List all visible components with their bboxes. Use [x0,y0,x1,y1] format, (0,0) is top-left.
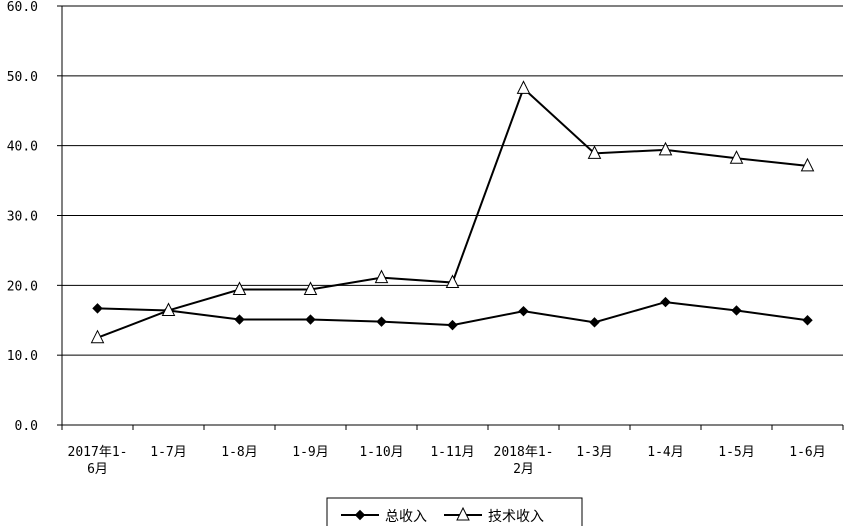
diamond-marker [589,317,600,328]
y-tick-label: 50.0 [7,70,38,85]
y-tick-label: 0.0 [15,419,38,434]
triangle-marker [658,141,673,156]
legend-label: 总收入 [385,509,427,525]
series-line [97,86,808,339]
x-tick-label: 1-5月 [718,445,754,460]
diamond-marker [376,316,387,327]
x-tick-label: 2018年1-2月 [494,445,554,477]
x-tick-label: 1-8月 [221,445,257,460]
diamond-marker [518,305,529,317]
x-tick-label: 1-9月 [292,445,328,460]
legend: 总收入 技术收入 [326,497,583,526]
triangle-marker [374,269,389,284]
triangle-marker [161,302,176,316]
triangle-marker [303,281,318,296]
x-tick-label: 1-6月 [789,445,825,460]
x-tick-label: 1-4月 [647,445,683,460]
y-tick-label: 60.0 [7,0,38,15]
triangle-marker [729,150,744,164]
gridlines [62,5,843,356]
y-tick-label: 20.0 [7,279,38,294]
y-axis-tick-labels: 0.0 10.0 20.0 30.0 40.0 50.0 60.0 [7,0,38,434]
series-1 [92,296,813,331]
x-axis-tick-labels: 2017年1-6月 1-7月 1-8月 1-9月 1-10月 1-11月 2018年1-2月… [68,445,826,477]
y-tick-label: 30.0 [7,210,38,225]
x-tick-label: 1-3月 [576,445,612,460]
series-layer [90,80,815,344]
triangle-marker [232,281,247,296]
x-tick-label: 1-11月 [430,445,474,460]
y-tick-label: 10.0 [7,349,38,364]
x-tick-label: 2017年1-6月 [68,445,128,477]
diamond-marker [234,314,245,325]
series-2 [90,80,815,344]
diamond-marker [354,509,366,521]
diamond-marker [447,319,458,331]
triangle-marker [90,329,105,344]
diamond-marker [305,314,316,325]
x-tick-label: 1-10月 [359,445,403,460]
y-tick-label: 40.0 [7,140,38,155]
diamond-marker [802,315,813,326]
diamond-marker [92,303,103,314]
diamond-marker [731,305,742,316]
triangle-marker [587,145,602,159]
diamond-marker [660,296,671,308]
legend-label: 技术收入 [488,509,544,525]
triangle-marker [456,506,470,521]
triangle-marker [516,80,531,94]
axes [57,5,844,430]
x-tick-label: 1-7月 [150,445,186,460]
triangle-marker [800,157,815,172]
legend-box [326,497,583,526]
triangle-marker [445,274,460,289]
